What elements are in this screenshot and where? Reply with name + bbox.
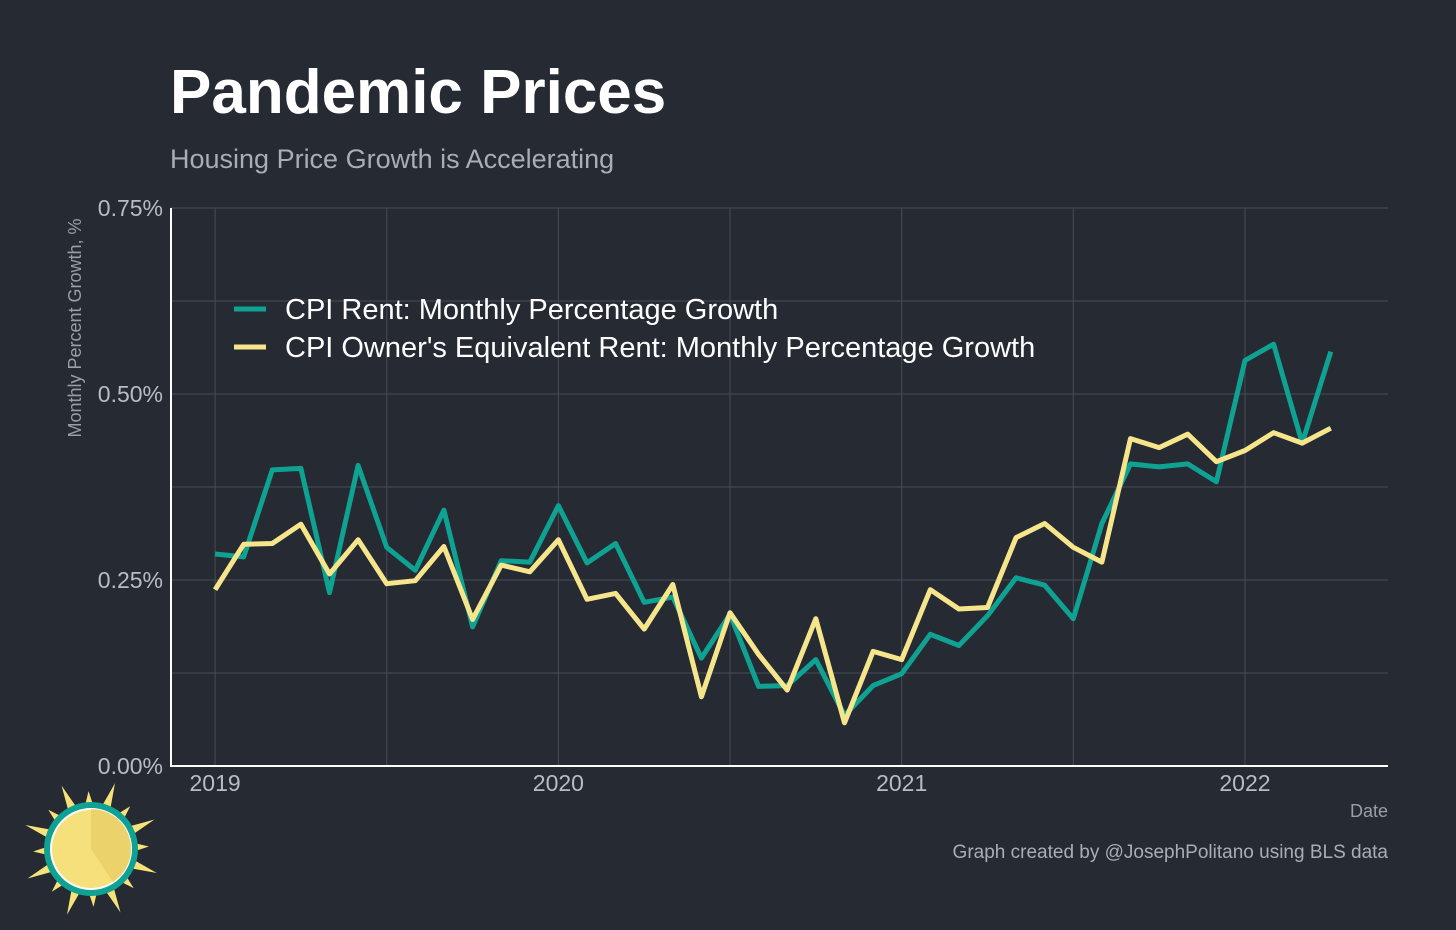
y-tick-label: 0.00% [98,753,163,779]
x-tick-label: 2020 [533,770,584,796]
legend-label: CPI Owner's Equivalent Rent: Monthly Per… [285,332,1035,364]
y-tick-label: 0.50% [98,381,163,407]
chart-subtitle: Housing Price Growth is Accelerating [170,144,614,174]
sun-logo-icon [25,783,157,915]
logo-shade [91,809,131,882]
x-axis-title: Date [1350,801,1388,821]
credit-text: Graph created by @JosephPolitano using B… [953,842,1389,863]
x-tick-label: 2021 [876,770,927,796]
grid [171,207,1388,766]
x-tick-label: 2022 [1219,770,1270,796]
legend-label: CPI Rent: Monthly Percentage Growth [285,294,778,326]
series-line-1 [214,341,1334,718]
y-axis-title: Monthly Percent Growth, % [65,218,85,437]
series-layer [212,341,1334,726]
chart-title: Pandemic Prices [170,58,666,127]
series-line-2 [212,425,1332,726]
axes: 0.00% 0.25% 0.50% 0.75% 2019 2020 2021 2022 [98,195,1388,796]
y-tick-label: 0.75% [98,195,163,221]
y-tick-label: 0.25% [98,567,163,593]
x-tick-label: 2019 [189,770,240,796]
legend: CPI Rent: Monthly Percentage Growth CPI O… [234,294,1035,364]
